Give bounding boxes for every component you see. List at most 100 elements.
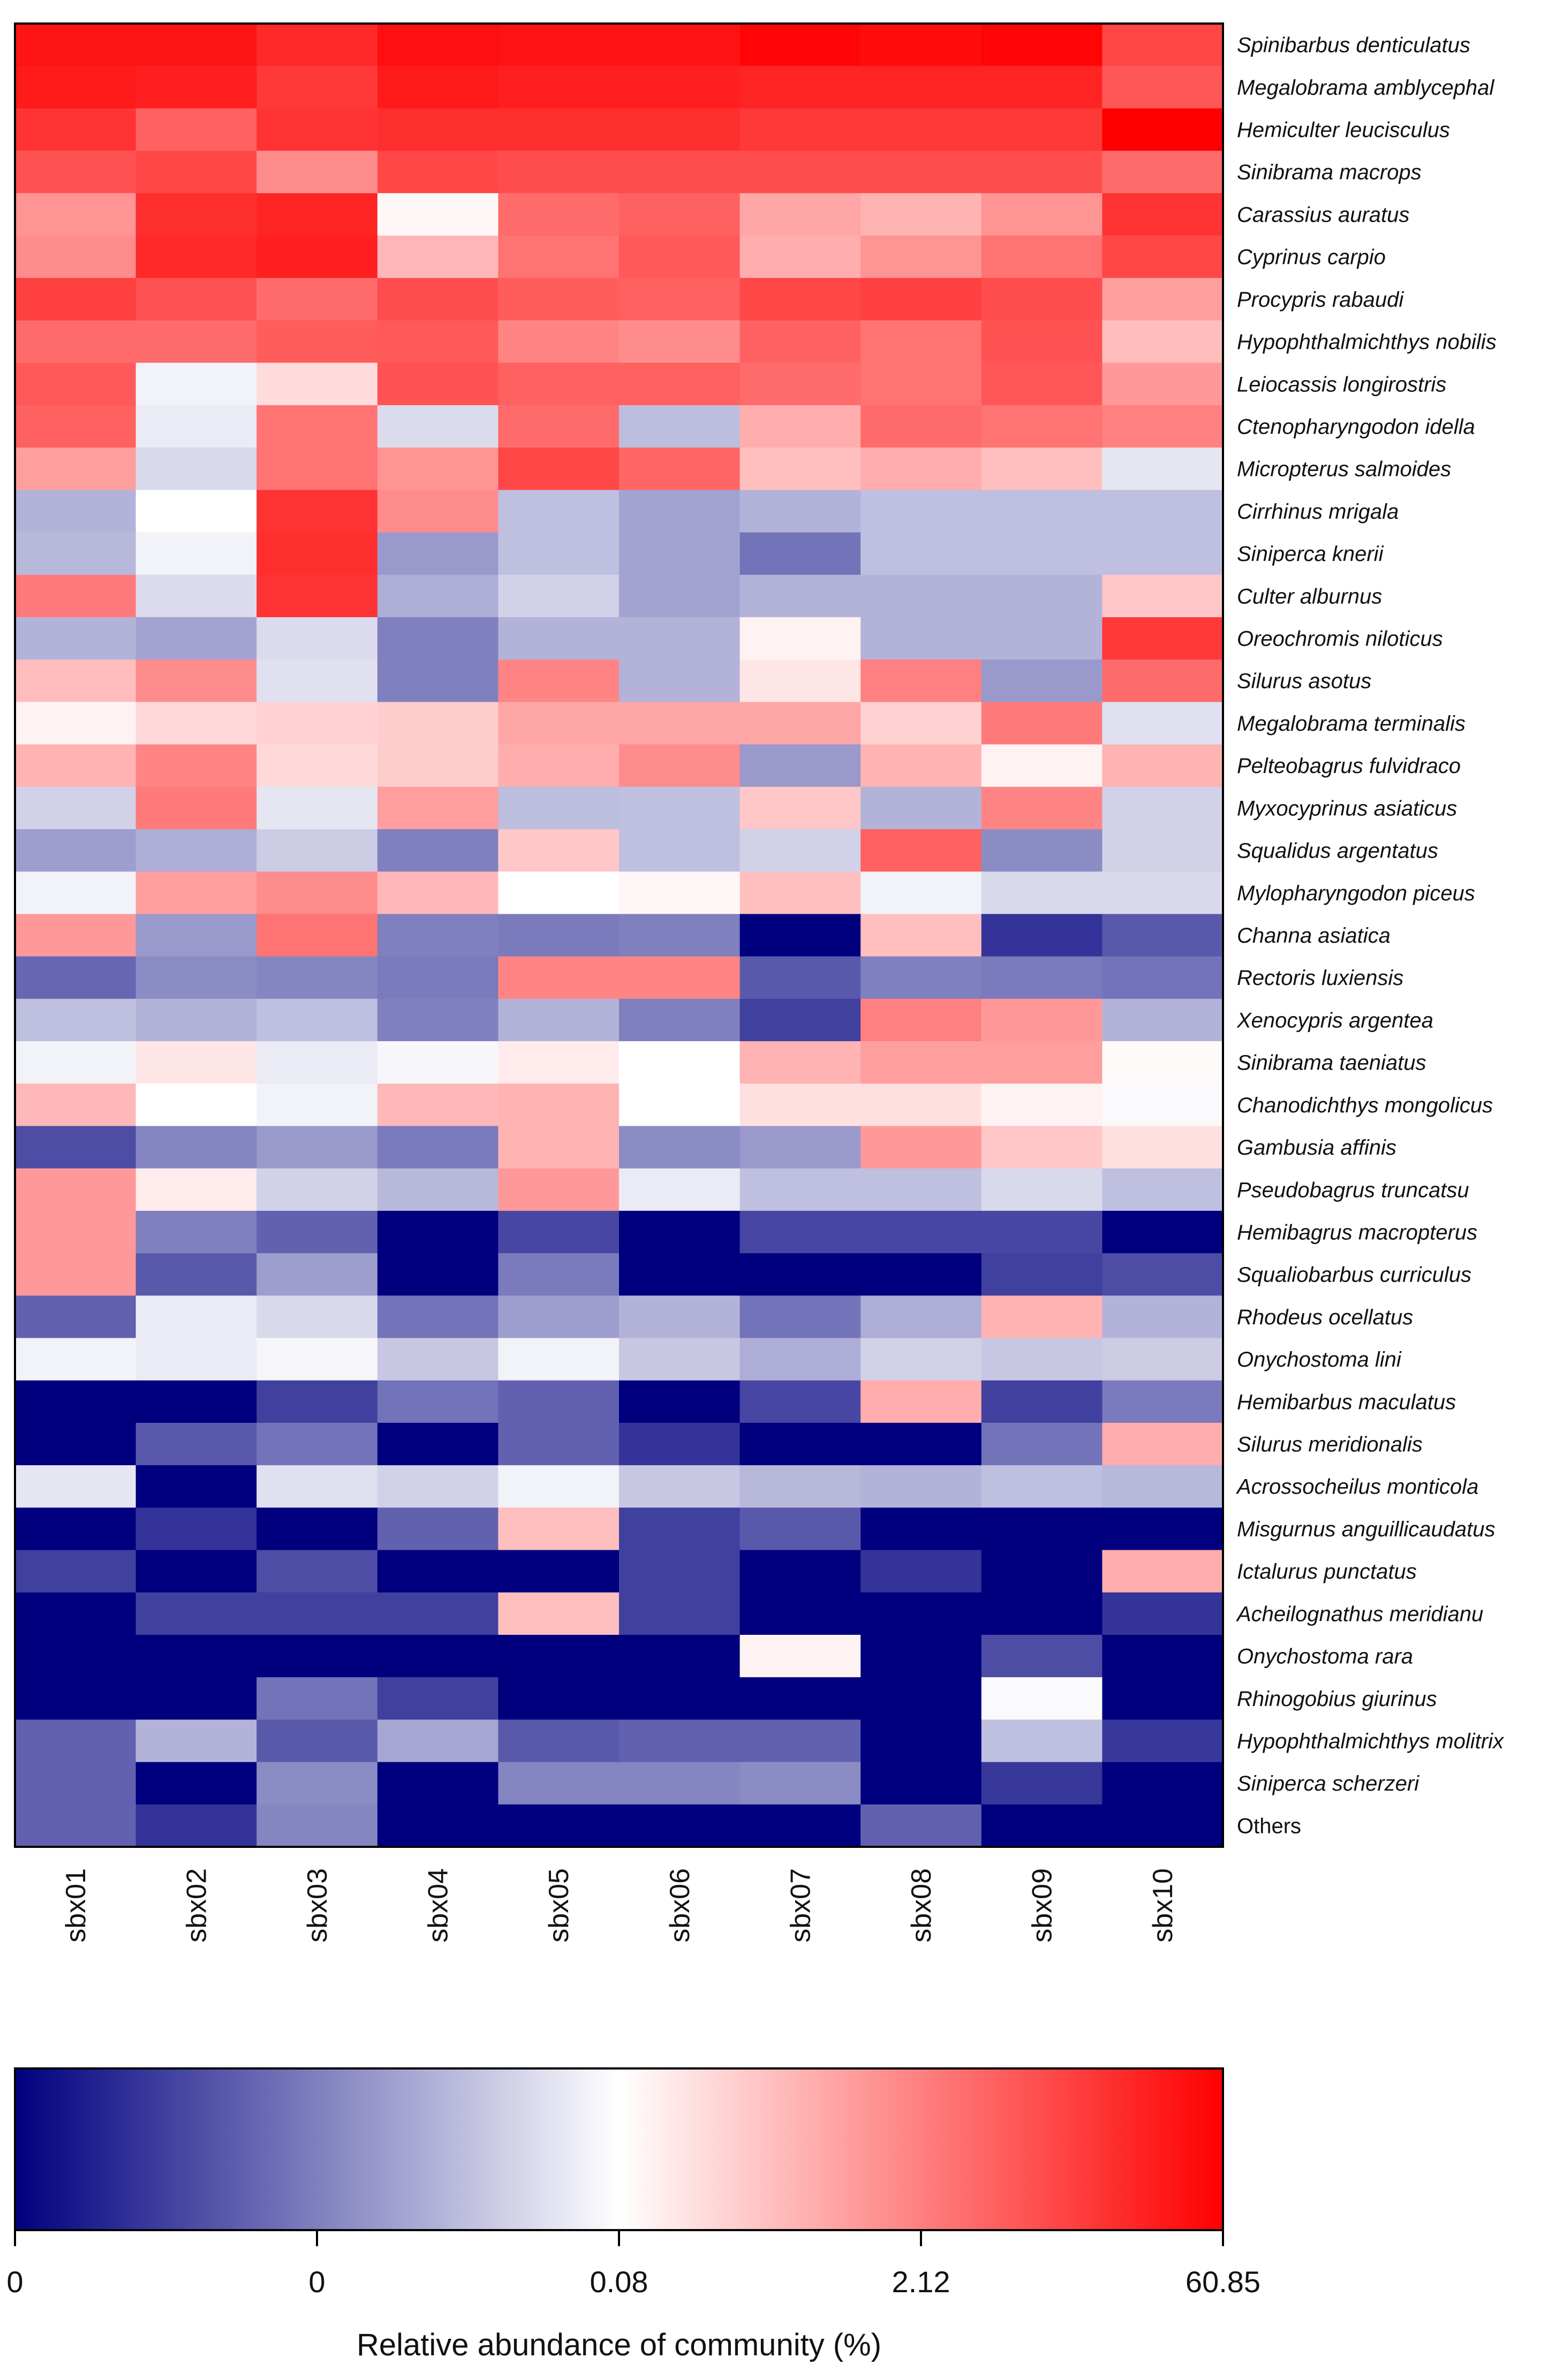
heatmap-cell [739, 1338, 861, 1381]
heatmap-cell [739, 448, 861, 490]
heatmap-cell [135, 1126, 257, 1169]
heatmap-cell [256, 532, 378, 575]
heatmap-cell [1102, 744, 1224, 787]
heatmap-cell [619, 1295, 741, 1339]
heatmap-cell [619, 193, 741, 236]
heatmap-cell [135, 998, 257, 1042]
heatmap-cell [619, 1804, 741, 1847]
heatmap-cell [256, 1126, 378, 1169]
heatmap-cell [15, 108, 137, 151]
heatmap-cell [981, 1210, 1103, 1254]
heatmap-cell [739, 405, 861, 448]
heatmap-cell [739, 1126, 861, 1169]
heatmap-cell [739, 574, 861, 618]
heatmap-cell [981, 236, 1103, 278]
heatmap-cell [1102, 1422, 1224, 1466]
heatmap-cell [135, 1634, 257, 1678]
heatmap-cell [135, 150, 257, 194]
heatmap-cell [981, 405, 1103, 448]
heatmap-cell [1102, 786, 1224, 830]
heatmap-cell [1102, 66, 1224, 109]
species-label: Silurus asotus [1237, 670, 1371, 693]
heatmap-cell [377, 786, 499, 830]
heatmap-cell [498, 1380, 620, 1423]
heatmap-cell [619, 1168, 741, 1211]
heatmap-cell [498, 786, 620, 830]
heatmap-cell [135, 236, 257, 278]
heatmap-cell [981, 1168, 1103, 1211]
heatmap-cell [256, 1550, 378, 1593]
species-label: Pseudobagrus truncatsu [1237, 1178, 1469, 1202]
heatmap-cell [15, 914, 137, 957]
heatmap-cell [1102, 1804, 1224, 1847]
sample-label: sbx05 [543, 1868, 575, 1943]
heatmap-cell [15, 362, 137, 406]
heatmap-cell [256, 1804, 378, 1847]
heatmap-cell [1102, 702, 1224, 745]
heatmap-cell [377, 362, 499, 406]
heatmap-cell [377, 405, 499, 448]
heatmap-cell [498, 1507, 620, 1551]
heatmap-cell [1102, 1380, 1224, 1423]
heatmap-cell [739, 660, 861, 702]
heatmap-cell [256, 1719, 378, 1763]
heatmap-cell [619, 1041, 741, 1084]
heatmap-cell [377, 236, 499, 278]
heatmap-cell [739, 829, 861, 872]
heatmap-cell [256, 1041, 378, 1084]
heatmap-cell [739, 1295, 861, 1339]
heatmap-cell [498, 744, 620, 787]
heatmap-cell [377, 1592, 499, 1635]
heatmap-cell [135, 1083, 257, 1127]
heatmap-cell [256, 1253, 378, 1296]
heatmap-cell [860, 66, 982, 109]
heatmap-cell [498, 871, 620, 914]
species-label: Micropterus salmoides [1237, 458, 1451, 481]
species-label: Leiocassis longirostris [1237, 373, 1446, 396]
heatmap-cell [860, 1168, 982, 1211]
heatmap-cell [498, 702, 620, 745]
heatmap-cell [498, 1295, 620, 1339]
legend-tick-label: 2.12 [892, 2265, 950, 2299]
heatmap-cell [860, 1592, 982, 1635]
heatmap-cell [1102, 532, 1224, 575]
species-label: Carassius auratus [1237, 203, 1409, 226]
heatmap-cell [981, 660, 1103, 702]
heatmap-cell [256, 236, 378, 278]
heatmap-cell [498, 24, 620, 66]
heatmap-cell [377, 660, 499, 702]
heatmap-cell [619, 24, 741, 66]
heatmap-cell [256, 24, 378, 66]
heatmap-cell [860, 150, 982, 194]
heatmap-cell [619, 1083, 741, 1127]
heatmap-cell [377, 278, 499, 321]
legend-tick-label: 0.08 [590, 2265, 648, 2299]
heatmap-cell [981, 1507, 1103, 1551]
legend-tick-label: 60.85 [1185, 2265, 1260, 2299]
heatmap-cell [256, 998, 378, 1042]
species-label: Onychostoma lini [1237, 1348, 1402, 1371]
heatmap-cell [498, 1465, 620, 1508]
heatmap-cell [256, 1677, 378, 1720]
heatmap-cell [498, 150, 620, 194]
heatmap-cell [619, 617, 741, 660]
heatmap-cell [498, 1804, 620, 1847]
heatmap-cell [377, 956, 499, 999]
species-label: Cyprinus carpio [1237, 246, 1386, 269]
heatmap-cell [256, 1083, 378, 1127]
heatmap-cell [619, 236, 741, 278]
heatmap-cell [860, 1210, 982, 1254]
heatmap-cell [860, 278, 982, 321]
heatmap-cell [377, 448, 499, 490]
heatmap-cell [135, 871, 257, 914]
heatmap-cell [135, 66, 257, 109]
heatmap-cell [619, 829, 741, 872]
heatmap-cell [256, 1168, 378, 1211]
heatmap-cell [981, 1592, 1103, 1635]
heatmap-cell [981, 1634, 1103, 1678]
heatmap-cell [135, 1677, 257, 1720]
heatmap-cell [981, 574, 1103, 618]
heatmap-cell [1102, 236, 1224, 278]
heatmap-cell [860, 617, 982, 660]
heatmap-cell [15, 617, 137, 660]
